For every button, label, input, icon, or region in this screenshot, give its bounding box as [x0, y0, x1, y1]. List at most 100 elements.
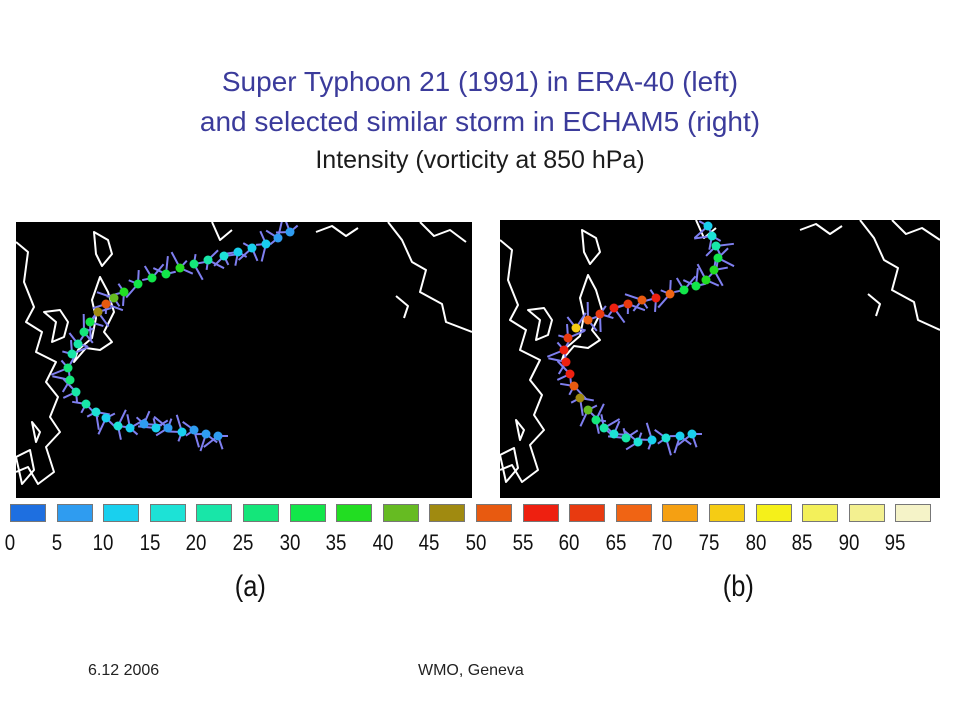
- colorbar-tick: 95: [884, 530, 906, 555]
- colorbar-tick: 75: [698, 530, 720, 555]
- colorbar-tick: 85: [791, 530, 813, 555]
- map-panel-a: [16, 222, 472, 498]
- colorbar-swatch: [382, 504, 419, 522]
- track-point: [93, 307, 103, 317]
- colorbar-tick: 90: [838, 530, 860, 555]
- footer-date: 6.12 2006: [88, 662, 160, 679]
- track-point: [709, 265, 719, 275]
- colorbar-tick: 25: [232, 530, 254, 555]
- track-point: [571, 323, 581, 333]
- track-point: [609, 303, 619, 313]
- colorbar-swatch: [569, 504, 606, 522]
- colorbar-swatch: [522, 504, 559, 522]
- track-point: [139, 419, 149, 429]
- track-point: [133, 279, 143, 289]
- track-point: [151, 423, 161, 433]
- colorbar-tick: 5: [51, 530, 62, 555]
- colorbar-swatch: [10, 504, 46, 522]
- track-point: [113, 421, 123, 431]
- track-point: [565, 369, 575, 379]
- track-point: [109, 293, 119, 303]
- storm-track-a: [50, 222, 299, 452]
- track-point: [189, 259, 199, 269]
- track-point: [691, 281, 701, 291]
- track-point: [85, 317, 95, 327]
- colorbar-tick: 45: [418, 530, 440, 555]
- track-point: [711, 241, 721, 251]
- map-panel-b: [500, 220, 940, 498]
- track-point: [63, 363, 73, 373]
- track-point: [163, 423, 173, 433]
- track-point: [219, 251, 229, 261]
- track-point: [703, 221, 713, 231]
- track-point: [661, 433, 671, 443]
- colorbar-swatch: [615, 504, 652, 522]
- colorbar-tick: 55: [512, 530, 533, 555]
- track-point: [201, 429, 211, 439]
- storm-track-b: [546, 220, 735, 456]
- track-point: [559, 345, 569, 355]
- footer-location: WMO, Geneva: [418, 662, 524, 679]
- track-point: [621, 433, 631, 443]
- colorbar-tick: 40: [372, 530, 394, 555]
- track-point: [65, 375, 75, 385]
- colorbar-swatch: [709, 504, 745, 522]
- colorbar-swatch: [802, 504, 839, 522]
- track-point: [119, 287, 129, 297]
- track-point: [247, 243, 257, 253]
- track-point: [189, 425, 199, 435]
- panel-label-a: (a): [234, 570, 266, 603]
- track-point: [583, 315, 593, 325]
- track-point: [563, 333, 573, 343]
- track-point: [575, 393, 585, 403]
- colorbar-swatch: [755, 504, 792, 522]
- colorbar-swatch: [336, 504, 373, 522]
- track-point: [203, 255, 213, 265]
- colorbar-tick: 60: [558, 530, 580, 555]
- track-point: [67, 349, 77, 359]
- track-point: [161, 269, 171, 279]
- track-point: [79, 327, 89, 337]
- colorbar-tick: 70: [651, 530, 673, 555]
- title-line-1: Super Typhoon 21 (1991) in ERA-40 (left): [221, 66, 739, 97]
- track-point: [125, 423, 135, 433]
- panel-label-b: (b): [722, 570, 754, 603]
- track-point: [177, 427, 187, 437]
- map-a-svg: [16, 222, 472, 485]
- track-point: [651, 293, 661, 303]
- track-point: [71, 387, 81, 397]
- colorbar-swatch: [429, 504, 466, 522]
- subtitle: Intensity (vorticity at 850 hPa): [315, 146, 645, 174]
- track-point: [637, 295, 647, 305]
- colorbar-tick: 10: [92, 530, 114, 555]
- track-point: [707, 231, 717, 241]
- track-point: [687, 429, 697, 439]
- track-point: [623, 299, 633, 309]
- colorbar-swatch: [662, 504, 699, 522]
- track-point: [675, 431, 685, 441]
- colorbar-tick: 35: [325, 530, 347, 555]
- track-point: [665, 289, 675, 299]
- track-point: [561, 357, 571, 367]
- track-point: [633, 437, 643, 447]
- colorbar-swatch: [476, 504, 512, 522]
- colorbar-swatch: [149, 504, 186, 522]
- track-point: [285, 227, 295, 237]
- track-point: [261, 239, 271, 249]
- track-point: [591, 415, 601, 425]
- coastlines-a: [16, 222, 472, 485]
- title-line-2: and selected similar storm in ECHAM5 (ri…: [199, 106, 761, 137]
- colorbar-swatch: [196, 504, 233, 522]
- track-point: [213, 431, 223, 441]
- colorbar-tick: 15: [139, 530, 161, 555]
- colorbar-swatch: [848, 504, 885, 522]
- colorbar-swatch: [56, 504, 93, 522]
- track-point: [73, 339, 83, 349]
- track-point: [101, 413, 111, 423]
- track-point: [101, 299, 111, 309]
- track-point: [679, 285, 689, 295]
- slide-title: Super Typhoon 21 (1991) in ERA-40 (left)…: [0, 62, 960, 178]
- track-point: [147, 273, 157, 283]
- track-point: [701, 275, 711, 285]
- track-point: [713, 253, 723, 263]
